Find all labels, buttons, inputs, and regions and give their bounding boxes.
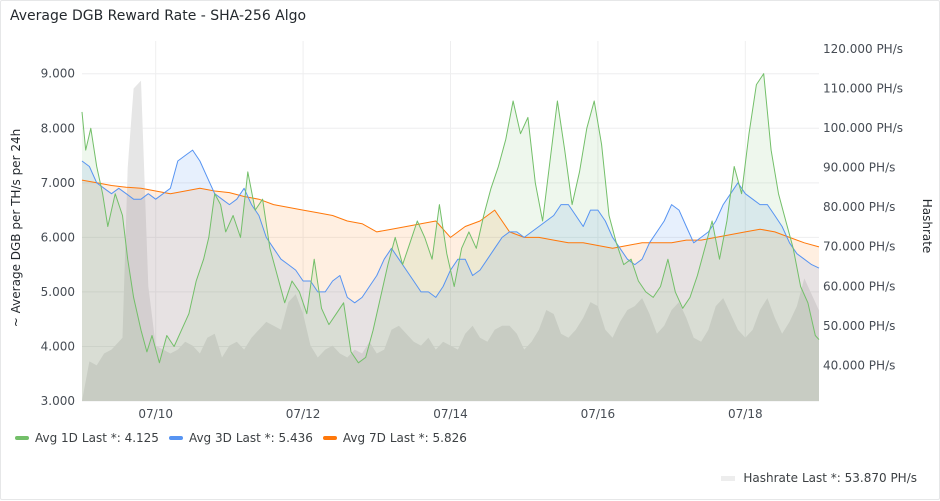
x-tick-label: 07/16 [581, 407, 616, 421]
legend-last: Last *: 5.826 [389, 431, 467, 445]
y2-axis-label: Hashrate [920, 199, 934, 254]
y-tick-label: 7.000 [41, 176, 75, 190]
x-tick-label: 07/10 [138, 407, 173, 421]
avg7d-swatch [322, 436, 337, 440]
legend-label: Avg 3D [188, 431, 232, 445]
legend-label: Avg 7D [342, 431, 386, 445]
right-axis-ticks: 40.000 PH/s 50.000 PH/s 60.000 PH/s 70.000 … [823, 42, 903, 372]
x-tick-label: 07/12 [286, 407, 321, 421]
avg-7d-line [81, 179, 820, 249]
y2-tick-label: 80.000 PH/s [823, 200, 895, 214]
avg-3d-area [82, 150, 819, 401]
legend-item-hashrate[interactable]: Hashrate Last *: 53.870 PH/s [721, 471, 917, 485]
y2-tick-label: 70.000 PH/s [823, 240, 895, 254]
y2-tick-label: 90.000 PH/s [823, 161, 895, 175]
legend-item-avg7d[interactable]: Avg 7D Last *: 5.826 [322, 431, 467, 445]
y2-tick-label: 110.000 PH/s [823, 81, 903, 95]
legend-label: Hashrate [743, 471, 798, 485]
y2-tick-label: 120.000 PH/s [823, 42, 903, 56]
legend-last: Last *: 5.436 [235, 431, 313, 445]
hashrate-swatch [721, 475, 736, 481]
y-tick-label: 8.000 [41, 121, 75, 135]
hashrate-area [82, 80, 819, 401]
y2-tick-label: 100.000 PH/s [823, 121, 903, 135]
y2-tick-label: 60.000 PH/s [823, 279, 895, 293]
avg-1d-line [81, 73, 820, 364]
y-tick-label: 6.000 [41, 230, 75, 244]
legend-last: Last *: 4.125 [81, 431, 159, 445]
x-axis-ticks: 07/10 07/12 07/14 07/16 07/18 [138, 407, 762, 421]
legend: Avg 1D Last *: 4.125 Avg 3D Last *: 5.43… [15, 431, 467, 445]
series-areas [82, 73, 819, 401]
avg1d-swatch [15, 436, 29, 440]
avg-7d-area [82, 180, 819, 401]
legend-label: Avg 1D [35, 431, 78, 445]
avg3d-swatch [168, 436, 183, 440]
y2-tick-label: 50.000 PH/s [823, 319, 895, 333]
x-tick-label: 07/14 [433, 407, 468, 421]
y-tick-label: 4.000 [41, 339, 75, 353]
avg-1d-area [82, 73, 819, 401]
series-lines [81, 73, 820, 364]
left-axis-ticks: 3.000 4.000 5.000 6.000 7.000 8.000 9.000 [41, 67, 75, 408]
x-tick-label: 07/18 [728, 407, 763, 421]
legend-last: Last *: 53.870 PH/s [801, 471, 917, 485]
y-tick-label: 9.000 [41, 67, 75, 81]
legend-item-avg1d[interactable]: Avg 1D Last *: 4.125 [15, 431, 159, 445]
y-axis-label: ~ Average DGB per TH/s per 24h [9, 129, 23, 327]
legend-item-avg3d[interactable]: Avg 3D Last *: 5.436 [168, 431, 313, 445]
y-tick-label: 3.000 [41, 394, 75, 408]
y-tick-label: 5.000 [41, 285, 75, 299]
panel-title: Average DGB Reward Rate - SHA-256 Algo [10, 8, 307, 24]
y2-tick-label: 40.000 PH/s [823, 358, 895, 372]
